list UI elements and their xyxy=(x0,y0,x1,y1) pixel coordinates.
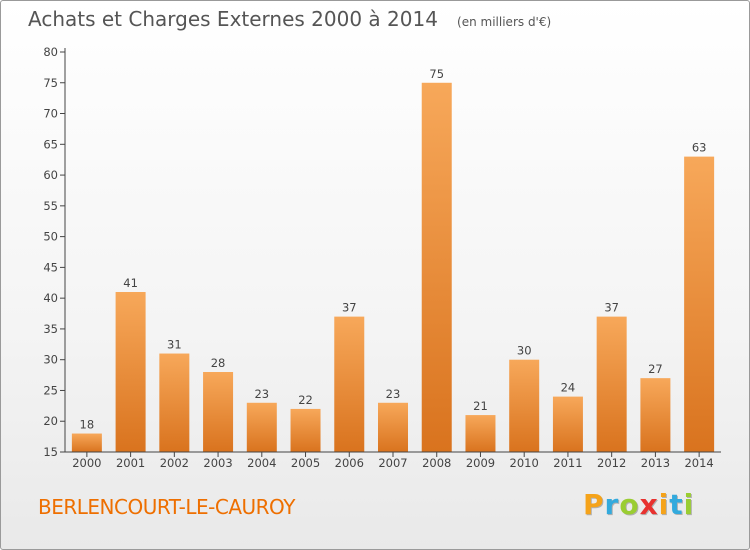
bar xyxy=(203,372,234,452)
x-tick-label: 2011 xyxy=(553,456,582,470)
bar xyxy=(596,316,627,452)
logo-letter: i xyxy=(683,488,695,521)
logo-letter: P xyxy=(583,488,605,521)
data-label: 24 xyxy=(561,381,576,395)
bar xyxy=(552,396,583,452)
data-label: 75 xyxy=(429,67,444,81)
title-row: Achats et Charges Externes 2000 à 2014 (… xyxy=(28,7,551,31)
data-label: 18 xyxy=(80,418,95,432)
x-tick-label: 2005 xyxy=(291,456,320,470)
data-label: 21 xyxy=(473,399,488,413)
x-tick-label: 2010 xyxy=(510,456,539,470)
y-tick-label: 55 xyxy=(43,199,58,213)
chart-title: Achats et Charges Externes 2000 à 2014 xyxy=(28,7,438,31)
x-tick-label: 2009 xyxy=(466,456,495,470)
y-tick-label: 30 xyxy=(43,353,58,367)
bar xyxy=(465,415,496,452)
data-label: 37 xyxy=(342,301,357,315)
data-label: 41 xyxy=(123,276,138,290)
bar xyxy=(71,433,102,452)
x-tick-label: 2012 xyxy=(597,456,626,470)
data-label: 28 xyxy=(211,356,226,370)
logo-letter: o xyxy=(619,488,640,521)
y-tick-label: 70 xyxy=(43,107,58,121)
x-tick-label: 2014 xyxy=(684,456,713,470)
data-label: 30 xyxy=(517,344,532,358)
x-tick-label: 2007 xyxy=(378,456,407,470)
x-tick-label: 2000 xyxy=(72,456,101,470)
bar xyxy=(640,378,671,452)
logo-letter: t xyxy=(669,488,684,521)
logo-letter: i xyxy=(658,488,670,521)
y-tick-label: 15 xyxy=(43,445,58,459)
bar xyxy=(159,353,190,452)
x-tick-label: 2002 xyxy=(160,456,189,470)
y-tick-label: 60 xyxy=(43,168,58,182)
data-label: 63 xyxy=(692,141,707,155)
x-tick-label: 2004 xyxy=(247,456,276,470)
bar xyxy=(684,156,715,452)
bar xyxy=(509,359,540,452)
y-tick-label: 50 xyxy=(43,230,58,244)
y-tick-label: 40 xyxy=(43,291,58,305)
y-tick-label: 80 xyxy=(43,45,58,59)
y-tick-label: 20 xyxy=(43,414,58,428)
x-tick-label: 2008 xyxy=(422,456,451,470)
y-tick-label: 25 xyxy=(43,383,58,397)
bar xyxy=(115,292,146,452)
x-tick-label: 2006 xyxy=(335,456,364,470)
y-tick-label: 75 xyxy=(43,76,58,90)
data-label: 23 xyxy=(386,387,401,401)
commune-name: BERLENCOURT-LE-CAUROY xyxy=(38,495,295,519)
x-tick-label: 2001 xyxy=(116,456,145,470)
bar xyxy=(246,402,277,452)
bar xyxy=(290,408,321,452)
y-tick-label: 35 xyxy=(43,322,58,336)
proxiti-logo[interactable]: Proxiti xyxy=(583,488,694,521)
bar xyxy=(421,82,452,453)
logo-letter: r xyxy=(604,488,620,521)
bar xyxy=(334,316,365,452)
x-tick-label: 2003 xyxy=(203,456,232,470)
bar xyxy=(378,402,408,452)
chart-unit: (en milliers d'€) xyxy=(457,15,552,29)
data-label: 23 xyxy=(254,387,269,401)
data-label: 27 xyxy=(648,362,663,376)
data-label: 31 xyxy=(167,338,182,352)
x-tick-label: 2013 xyxy=(641,456,670,470)
y-tick-label: 65 xyxy=(43,137,58,151)
logo-letter: x xyxy=(639,488,659,521)
y-tick-label: 45 xyxy=(43,260,58,274)
data-label: 37 xyxy=(604,301,619,315)
data-label: 22 xyxy=(298,393,313,407)
